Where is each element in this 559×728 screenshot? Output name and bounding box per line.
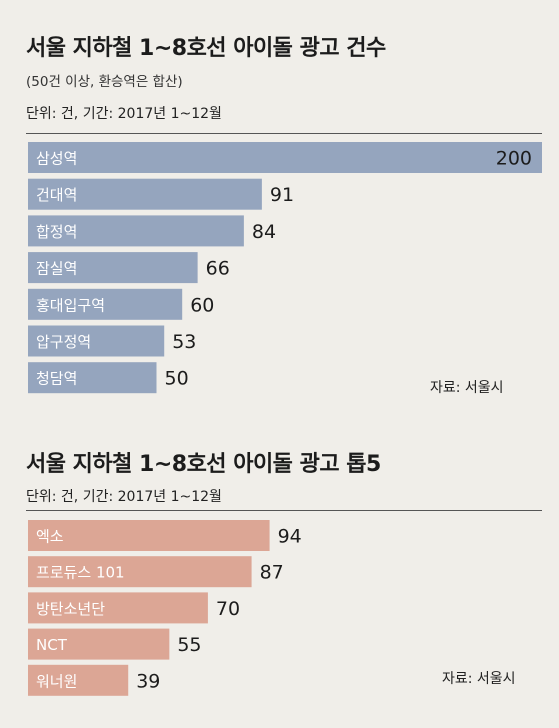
chart1-source: 자료: 서울시 <box>430 380 504 396</box>
chart1-unit-note: 단위: 건, 기간: 2017년 1~12월 <box>26 106 222 122</box>
chart1-value-label: 91 <box>270 184 294 206</box>
chart1-value-label: 53 <box>172 331 196 353</box>
chart2-category-label: 워너원 <box>36 672 77 690</box>
chart2-bar <box>28 592 208 624</box>
chart2-bar <box>28 556 252 588</box>
chart2-value-label: 39 <box>136 670 160 692</box>
chart2-source: 자료: 서울시 <box>442 671 516 687</box>
chart2-title: 서울 지하철 1~8호선 아이돌 광고 톱5 <box>26 452 381 477</box>
chart1-category-label: 합정역 <box>36 223 77 241</box>
chart2-rule <box>26 510 542 511</box>
chart2-value-label: 70 <box>216 598 240 620</box>
chart2-bar <box>28 664 129 696</box>
chart1-title: 서울 지하철 1~8호선 아이돌 광고 건수 <box>26 36 386 61</box>
chart1-category-label: 압구정역 <box>36 333 91 351</box>
chart2-value-label: 55 <box>177 634 201 656</box>
chart1-category-label: 홍대입구역 <box>36 296 105 314</box>
chart2-unit-note: 단위: 건, 기간: 2017년 1~12월 <box>26 489 222 505</box>
chart2-value-label: 94 <box>278 526 302 548</box>
chart1-subtitle: (50건 이상, 환승역은 합산) <box>26 74 183 90</box>
chart1-category-label: 청담역 <box>36 370 77 388</box>
chart1-rule <box>26 133 542 134</box>
chart1-bar <box>28 215 244 247</box>
chart1-category-label: 잠실역 <box>36 260 77 278</box>
chart1-value-label: 60 <box>190 294 214 316</box>
chart1-bar <box>28 252 198 284</box>
chart2-value-label: 87 <box>260 562 284 584</box>
chart2-bar <box>28 520 270 551</box>
chart1-value-label: 66 <box>206 258 230 280</box>
chart1-bar <box>28 288 183 320</box>
chart2-category-label: 엑소 <box>36 528 64 546</box>
chart1-value-label: 84 <box>252 221 276 243</box>
chart1-bar <box>28 178 262 210</box>
chart1-bar <box>28 362 157 394</box>
chart1-category-label: 삼성역 <box>36 150 77 168</box>
chart1-value-label: 50 <box>165 368 189 390</box>
chart2-category-label: 방탄소년단 <box>36 600 105 618</box>
chart1-value-label: 200 <box>496 148 532 170</box>
chart1-bar <box>28 142 542 173</box>
chart1-bar <box>28 325 165 357</box>
chart2-category-label: 프로듀스 101 <box>36 564 125 582</box>
chart2-bar <box>28 628 170 660</box>
chart2-category-label: NCT <box>36 636 68 654</box>
chart1-category-label: 건대역 <box>36 186 77 204</box>
